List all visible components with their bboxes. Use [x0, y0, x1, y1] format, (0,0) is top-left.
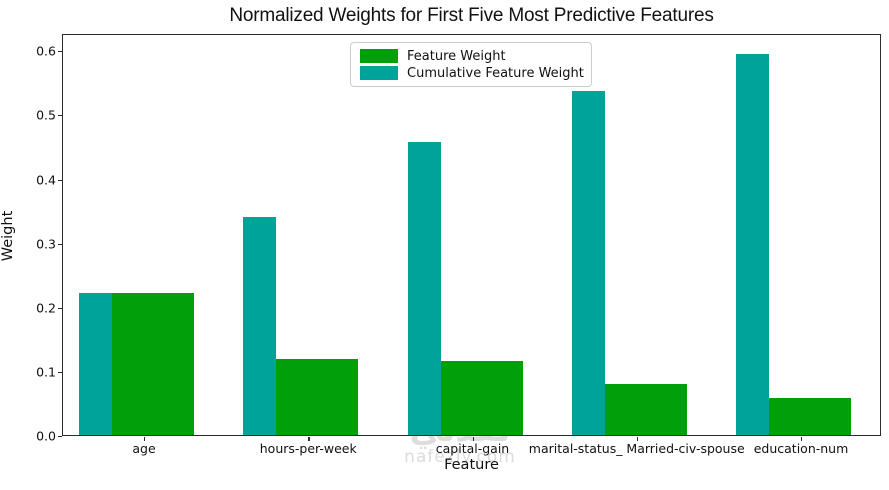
- x-tick-label: marital-status_ Married-civ-spouse: [528, 441, 745, 456]
- bar-feature-weight-capital-gain: [440, 361, 523, 435]
- y-tick-mark: [58, 114, 62, 116]
- bar-feature-weight-hours-per-week: [276, 359, 359, 435]
- x-axis-label: Feature: [444, 457, 499, 473]
- x-tick-mark: [308, 437, 310, 441]
- x-tick-mark: [144, 437, 146, 441]
- bar-feature-weight-education-num: [769, 398, 851, 435]
- y-tick-label: 0.5: [36, 107, 56, 123]
- bar-cumulative-weight-hours-per-week: [243, 217, 277, 435]
- x-tick-mark: [801, 437, 803, 441]
- y-tick-mark: [58, 50, 62, 52]
- y-tick-label: 0.1: [36, 364, 56, 380]
- plot-area: [62, 34, 881, 436]
- y-tick-label: 0.4: [36, 172, 56, 188]
- y-tick-mark: [58, 307, 62, 309]
- legend-label: Feature Weight: [407, 48, 506, 64]
- y-tick-mark: [58, 179, 62, 181]
- legend-label: Cumulative Feature Weight: [407, 65, 584, 81]
- bar-feature-weight-age: [112, 293, 194, 435]
- x-tick-label: education-num: [753, 441, 849, 456]
- bar-cumulative-weight-age: [79, 293, 112, 435]
- y-tick-mark: [58, 243, 62, 245]
- y-tick-label: 0.6: [36, 43, 56, 59]
- bar-cumulative-weight-education-num: [736, 54, 769, 435]
- chart-title: Normalized Weights for First Five Most P…: [229, 5, 714, 26]
- x-tick-mark: [636, 437, 639, 441]
- bar-feature-weight-marital-status-married-civ-spouse: [604, 384, 687, 435]
- x-tick-mark: [472, 437, 474, 441]
- legend: Feature Weight Cumulative Feature Weight: [350, 42, 592, 87]
- y-axis-label: Weight: [0, 210, 16, 262]
- legend-item-feature-weight: Feature Weight: [360, 48, 582, 64]
- x-tick-label: capital-gain: [435, 441, 510, 456]
- legend-swatch-feature-weight: [360, 49, 398, 63]
- x-tick-label: hours-per-week: [259, 441, 357, 456]
- x-tick-label: age: [132, 441, 156, 456]
- bar-cumulative-weight-capital-gain: [407, 142, 441, 435]
- legend-swatch-cumulative-feature-weight: [360, 66, 398, 80]
- y-tick-mark: [58, 371, 62, 373]
- y-tick-label: 0.2: [36, 300, 56, 316]
- y-tick-mark: [58, 435, 62, 437]
- legend-item-cumulative-feature-weight: Cumulative Feature Weight: [360, 65, 584, 81]
- y-tick-label: 0.3: [36, 236, 56, 252]
- bar-cumulative-weight-marital-status-married-civ-spouse: [571, 91, 605, 435]
- y-tick-label: 0.0: [36, 428, 56, 444]
